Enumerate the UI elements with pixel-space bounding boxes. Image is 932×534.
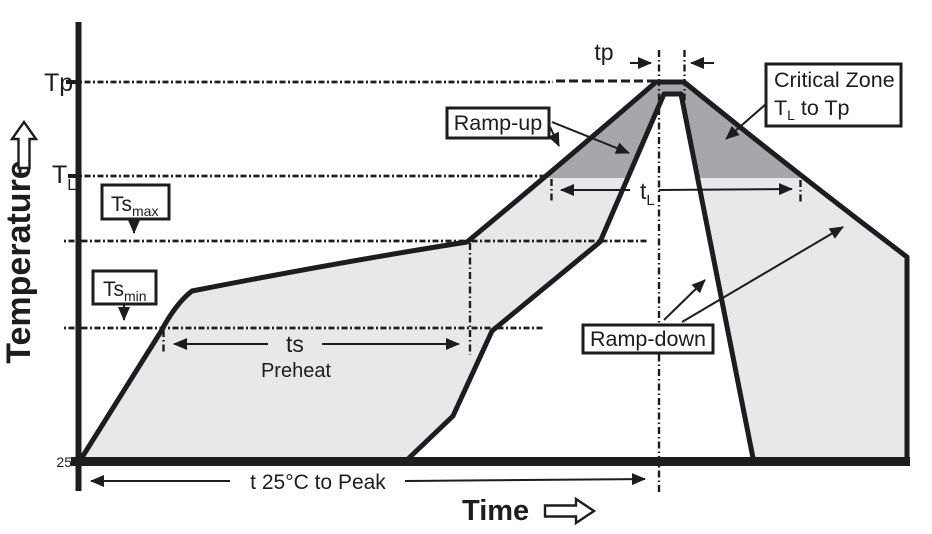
rampdown-callout-arrow-outer	[681, 226, 844, 323]
rampdown-label: Ramp-down	[590, 327, 706, 351]
critical-zone-callout-arrow	[725, 103, 767, 140]
tl-arrow-right	[658, 183, 793, 196]
tl-dimension-label: tL	[640, 178, 655, 209]
x-axis-title: Time	[462, 495, 529, 527]
rampup-callout-arrow-inner	[551, 121, 630, 154]
time-right-arrow-icon	[543, 496, 597, 526]
tl-axis-label: TL	[52, 161, 76, 194]
rampup-callout-arrow-outer	[548, 126, 560, 147]
tsmin-label: Tsmin	[103, 278, 147, 304]
t25-arrow-right	[404, 473, 646, 486]
ts-dimension-label: ts	[286, 331, 304, 357]
tp-dimension-label: tp	[594, 39, 613, 65]
temperature-up-arrow-icon	[9, 119, 39, 170]
origin-temperature-label: 25	[56, 454, 72, 470]
critical-zone-callout-box	[764, 62, 903, 128]
preheat-label: Preheat	[261, 360, 331, 382]
profile-outer-curve	[78, 79, 910, 462]
critical-zone-label-line2: TL to Tp	[774, 96, 850, 123]
inner-profile-white-region	[409, 94, 753, 458]
profile-inner-curve	[406, 91, 756, 461]
tp-axis-label: Tp	[44, 69, 73, 97]
y-axis-title: Temperature	[0, 160, 38, 363]
rampup-callout-box	[445, 106, 551, 140]
rampup-label: Ramp-up	[454, 111, 542, 135]
tsmin-callout-box	[91, 269, 158, 306]
tsmax-callout-box	[100, 183, 171, 221]
critical-zone-label-line1: Critical Zone	[774, 68, 895, 92]
rampdown-callout-box	[581, 323, 715, 355]
tsmax-label: Tsmax	[111, 193, 158, 219]
rampdown-callout-arrow-inner	[663, 279, 706, 321]
t25-to-peak-label: t 25°C to Peak	[250, 471, 386, 494]
